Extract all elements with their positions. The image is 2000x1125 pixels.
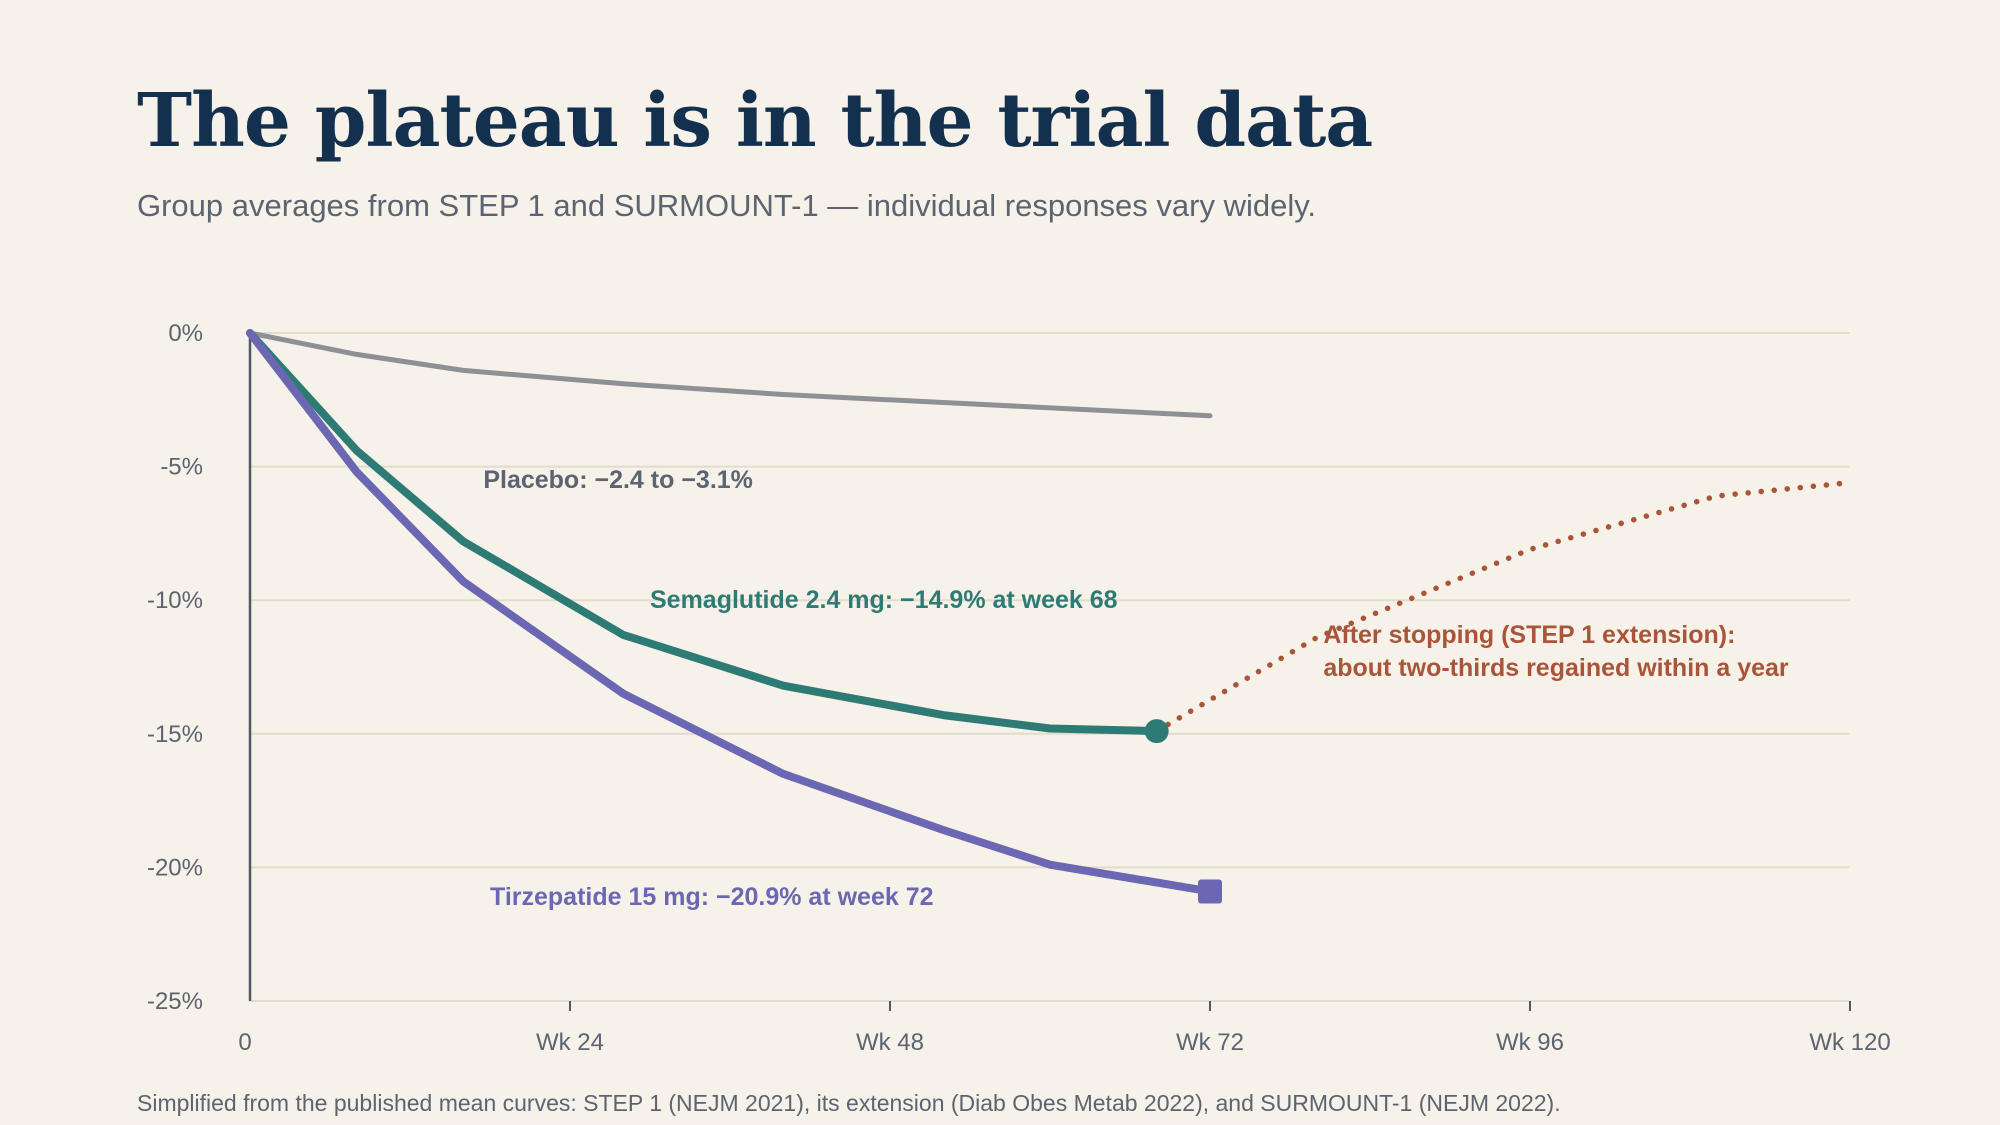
y-tick-label: -25% <box>147 988 203 1015</box>
semaglutide-line <box>246 329 1161 736</box>
x-tick-label: Wk 48 <box>856 1029 924 1056</box>
semaglutide-label: Semaglutide 2.4 mg: −14.9% at week 68 <box>650 586 1118 614</box>
source-footnote: Simplified from the published mean curve… <box>137 1090 1561 1116</box>
x-tick-label: Wk 120 <box>1809 1029 1890 1056</box>
x-tick-label: Wk 24 <box>536 1029 604 1056</box>
series-lines <box>246 329 1853 896</box>
off-treatment-line <box>1153 479 1853 734</box>
extension-label: After stopping (STEP 1 extension): about … <box>1323 621 1789 682</box>
semaglutide-label-line-0: Semaglutide 2.4 mg: −14.9% at week 68 <box>650 586 1118 614</box>
y-tick-label: 0% <box>168 320 203 347</box>
tirzepatide-line <box>246 329 1214 896</box>
extension-label-line-1: about two-thirds regained within a year <box>1323 654 1789 682</box>
y-tick-label: -10% <box>147 587 203 614</box>
placebo-label-line-0: Placebo: −2.4 to −3.1% <box>483 466 753 494</box>
tirzepatide-end-marker <box>1198 879 1222 904</box>
placebo-line <box>247 330 1213 419</box>
tirzepatide-label-line-0: Tirzepatide 15 mg: −20.9% at week 72 <box>490 883 934 911</box>
x-tick-label: 0 <box>238 1029 251 1056</box>
chart-subtitle: Group averages from STEP 1 and SURMOUNT-… <box>137 188 1317 223</box>
x-tick-label: Wk 72 <box>1176 1029 1244 1056</box>
chart-title: The plateau is in the trial data <box>137 78 1373 164</box>
annotations: Placebo: −2.4 to −3.1% Semaglutide 2.4 mg… <box>483 466 1789 911</box>
extension-label-line-0: After stopping (STEP 1 extension): <box>1323 621 1735 649</box>
placebo-label: Placebo: −2.4 to −3.1% <box>483 466 753 494</box>
tirzepatide-label: Tirzepatide 15 mg: −20.9% at week 72 <box>490 883 934 911</box>
semaglutide-end-marker <box>1144 719 1169 744</box>
y-tick-label: -20% <box>147 854 203 881</box>
x-tick-label: Wk 96 <box>1496 1029 1564 1056</box>
axes: 0% -5% -10% -15% -20% -25% 0 Wk 24 Wk 48 Wk 72 Wk … <box>147 320 1891 1056</box>
series-markers <box>1144 719 1222 904</box>
y-tick-label: -15% <box>147 721 203 748</box>
y-tick-label: -5% <box>160 454 203 481</box>
gridlines <box>250 332 1850 1002</box>
